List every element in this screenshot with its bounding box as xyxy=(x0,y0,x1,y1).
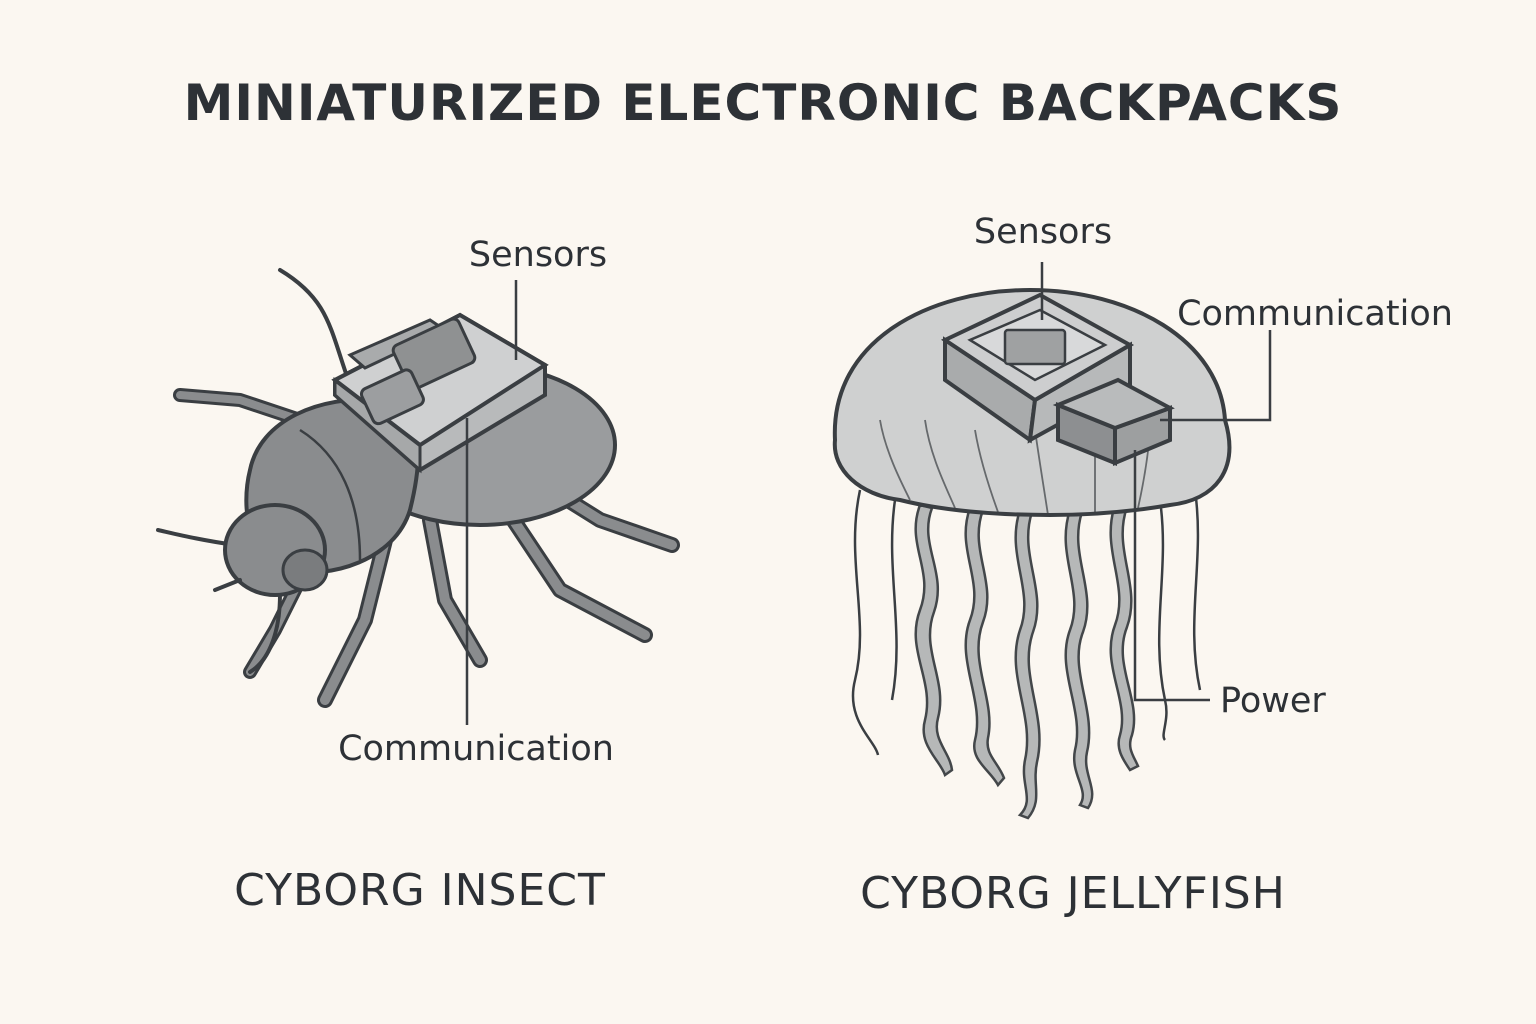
jellyfish-caption: CYBORG JELLYFISH xyxy=(860,868,1286,919)
jellyfish-communication-label: Communication xyxy=(1177,294,1453,334)
jellyfish-thin-tentacles xyxy=(851,489,1202,756)
jellyfish-power-module xyxy=(1052,377,1175,467)
insect-sensors-label: Sensors xyxy=(469,235,607,275)
insect-caption: CYBORG INSECT xyxy=(234,865,606,916)
insect-body-ridge xyxy=(299,428,362,561)
jellyfish-sensors-label: Sensors xyxy=(974,212,1112,252)
insect-backpack-module xyxy=(331,312,549,474)
insect-antenna-top xyxy=(278,268,352,387)
diagram-title: MINIATURIZED ELECTRONIC BACKPACKS xyxy=(184,74,1343,132)
insect-mandible xyxy=(213,578,242,592)
insect-antenna-bottom xyxy=(156,528,237,547)
jellyfish-communication-leader xyxy=(1160,330,1272,422)
jellyfish-power-leader xyxy=(1133,450,1210,702)
jellyfish-bell-ribs xyxy=(879,419,1151,516)
jellyfish-power-label: Power xyxy=(1220,681,1326,721)
cyborg-jellyfish-figure: Sensors Communication Power CYBORG JELLY… xyxy=(832,212,1453,919)
jellyfish-wavy-tentacles xyxy=(914,503,1140,820)
insect-communication-label: Communication xyxy=(338,729,614,769)
insect-eye xyxy=(281,548,329,592)
jellyfish-sensor-module xyxy=(940,292,1135,444)
cyborg-insect-figure: Sensors Communication CYBORG INSECT xyxy=(156,235,680,916)
insect-mandible-antenna xyxy=(248,593,282,674)
